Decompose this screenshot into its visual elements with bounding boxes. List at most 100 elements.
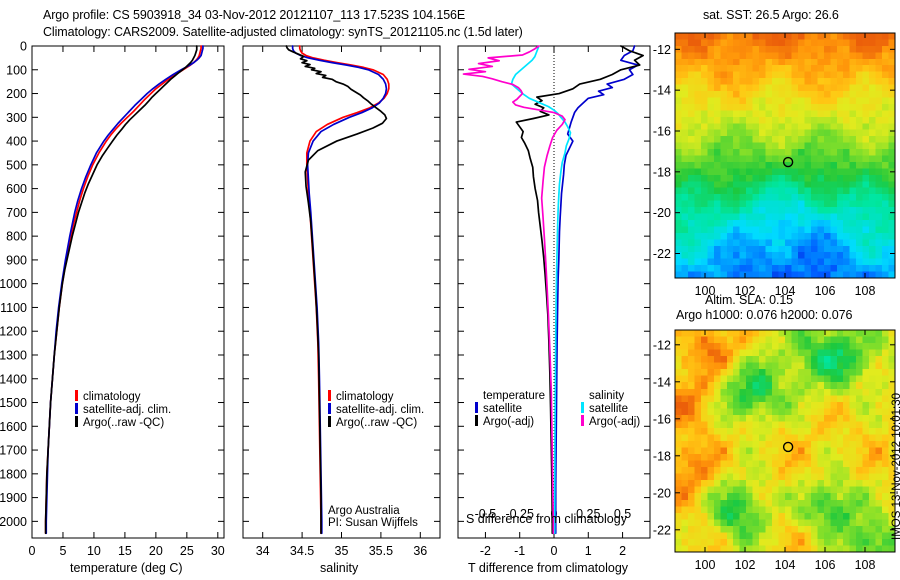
difference-legend-column-temperature: temperature satellite Argo(-adj)	[475, 390, 545, 428]
y-tick-label: 500	[6, 158, 27, 172]
x-tick-label-secondary: 0.5	[614, 507, 631, 521]
salinity-xaxis-label: salinity	[320, 561, 359, 575]
x-tick-label: 1	[585, 544, 592, 558]
y-tick-label: 1600	[0, 420, 27, 434]
legend-item-temp-argo: Argo(-adj)	[475, 415, 545, 428]
map-raster	[675, 33, 896, 279]
legend-header-salinity: salinity	[589, 390, 625, 402]
legend-item-satellite-adj: satellite-adj. clim.	[75, 403, 171, 416]
map-x-tick-label: 100	[695, 558, 716, 572]
x-tick-label: 10	[87, 544, 101, 558]
x-tick-label: 20	[149, 544, 163, 558]
x-tick-label: -1	[514, 544, 525, 558]
legend-label-satellite-adj-sal: satellite-adj. clim.	[336, 404, 425, 416]
legend-swatch-temp-satellite	[475, 402, 478, 413]
legend-item-temp-satellite: satellite	[475, 402, 545, 415]
map-y-tick-label: -18	[653, 165, 671, 179]
difference-taxis-label: T difference from climatology	[468, 561, 629, 575]
map-x-tick-label: 106	[815, 284, 836, 298]
salinity-panel: 34 34.5 35 35.5 36	[235, 40, 450, 558]
legend-swatch-climatology-sal	[328, 390, 331, 401]
map-y-tick-label: -20	[653, 486, 671, 500]
float-position-marker	[782, 441, 794, 453]
legend-item-climatology-sal: climatology	[328, 390, 424, 403]
y-tick-label: 1500	[0, 396, 27, 410]
legend-label-argo-sal: Argo(..raw -QC)	[336, 417, 418, 429]
y-tick-label: 400	[6, 135, 27, 149]
y-tick-label: 1200	[0, 325, 27, 339]
imos-timestamp: IMOS 13-Nov-2012 10:01:30	[891, 393, 900, 552]
sla-map-panel: 100 102 104 106 108 -12 -14 -16 -18 -20 -22	[640, 325, 896, 575]
map-y-tick-label: -18	[653, 449, 671, 463]
map-raster	[675, 330, 896, 553]
y-tick-label: 2000	[0, 515, 27, 529]
temperature-panel: 0 100 200 300 400 500 600 700 800 900 1000 1100 1200…	[0, 40, 235, 559]
legend-swatch-satellite-adj-sal	[328, 403, 331, 414]
x-tick-label: 30	[211, 544, 225, 558]
map-y-tick-label: -12	[653, 43, 671, 57]
legend-swatch-sal-argo	[581, 415, 585, 426]
map-y-tick-label: -14	[653, 375, 671, 389]
page-title-line1: Argo profile: CS 5903918_34 03-Nov-2012 …	[43, 8, 466, 22]
legend-header-temperature: temperature	[483, 390, 546, 402]
credit-org: Argo Australia	[328, 505, 400, 517]
map-y-tick-label: -12	[653, 338, 671, 352]
temperature-plot: 0100200300400500600700800900100011001200…	[0, 40, 225, 559]
y-tick-label: 700	[6, 206, 27, 220]
legend-item-argo-sal: Argo(..raw -QC)	[328, 416, 424, 429]
difference-legend-column-salinity: salinity satellite Argo(-adj)	[581, 390, 640, 428]
sla-map-title-line1: Altim. SLA: 0.15	[705, 293, 794, 307]
float-position-marker	[782, 156, 794, 168]
sla-map-title-line2: Argo h1000: 0.076 h2000: 0.076	[676, 308, 853, 322]
temperature-legend: climatology satellite-adj. clim. Argo(..…	[75, 390, 171, 429]
y-tick-label: 300	[6, 111, 27, 125]
map-x-tick-label: 108	[855, 558, 876, 572]
x-tick-label-secondary: -0.25	[505, 507, 534, 521]
legend-swatch-argo-sal	[328, 416, 331, 427]
y-tick-label: 1800	[0, 467, 27, 481]
x-tick-label: 5	[59, 544, 66, 558]
legend-item-climatology: climatology	[75, 390, 171, 403]
legend-label-temp-argo: Argo(-adj)	[483, 416, 535, 428]
map-y-tick-label: -16	[653, 125, 671, 139]
legend-label-argo: Argo(..raw -QC)	[83, 417, 165, 429]
map-y-tick-label: -20	[653, 206, 671, 220]
sst-map-panel: 100 102 104 106 108 -12 -14 -16 -18 -20 -22	[640, 28, 896, 298]
x-tick-label: 35	[335, 544, 349, 558]
legend-swatch-temp-argo	[475, 415, 478, 426]
legend-swatch-climatology	[75, 390, 78, 401]
y-tick-label: 1700	[0, 444, 27, 458]
x-tick-label: 36	[413, 544, 427, 558]
map-y-tick-label: -16	[653, 412, 671, 426]
map-x-tick-label: 102	[735, 558, 756, 572]
legend-swatch-sal-satellite	[581, 402, 585, 413]
map-y-tick-label: -14	[653, 84, 671, 98]
x-tick-label: 34.5	[290, 544, 314, 558]
map-x-tick-label: 104	[775, 284, 796, 298]
x-tick-label: 0	[29, 544, 36, 558]
x-tick-label: 25	[180, 544, 194, 558]
y-tick-label: 600	[6, 182, 27, 196]
map-y-tick-label: -22	[653, 523, 671, 537]
series-temperature-satellite	[554, 45, 639, 535]
legend-item-sal-satellite: satellite	[581, 402, 640, 415]
map-x-tick-label: 106	[815, 558, 836, 572]
series-argo-raw-qc-	[44, 45, 198, 535]
legend-label-sal-satellite: satellite	[589, 403, 629, 415]
y-tick-label: 900	[6, 253, 27, 267]
legend-label-sal-argo: Argo(-adj)	[589, 416, 641, 428]
series-temperature-argo-adj-	[515, 45, 644, 535]
x-tick-label-secondary: -0.5	[475, 507, 497, 521]
difference-saxis-label: S difference from climatology	[466, 512, 627, 526]
salinity-plot: 34 34.5 35 35.5 36	[242, 45, 441, 558]
map-x-tick-label: 100	[695, 284, 716, 298]
page-title-line2: Climatology: CARS2009. Satellite-adjuste…	[43, 25, 523, 39]
credit-block: Argo Australia PI: Susan Wijffels	[328, 505, 418, 529]
legend-label-temp-satellite: satellite	[483, 403, 522, 415]
y-tick-label: 1000	[0, 277, 27, 291]
sst-map: 100 102 104 106 108 -12 -14 -16 -18 -20 -22	[653, 32, 896, 298]
salinity-legend: climatology satellite-adj. clim. Argo(..…	[328, 390, 424, 429]
y-tick-label: 800	[6, 230, 27, 244]
y-tick-label: 1900	[0, 491, 27, 505]
